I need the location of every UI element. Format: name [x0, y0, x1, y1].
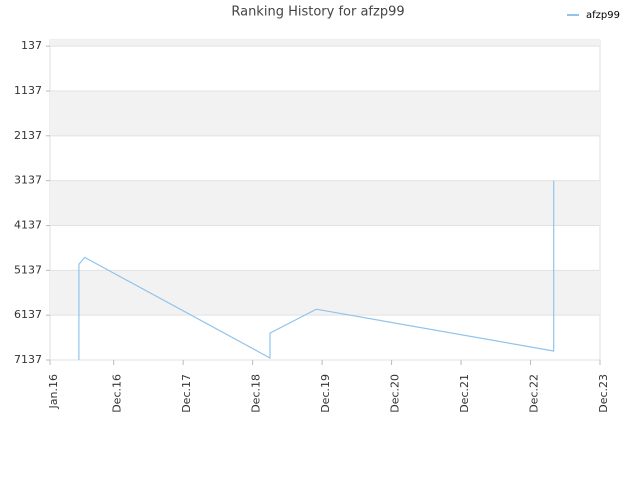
legend-label: afzp99 [586, 10, 620, 21]
x-tick-label: Jan.16 [47, 374, 60, 409]
y-tick-label: 137 [21, 39, 42, 52]
x-tick-label: Dec.16 [111, 374, 124, 413]
y-tick-label: 3137 [14, 174, 42, 187]
grid-band [50, 40, 600, 47]
x-tick-label: Dec.22 [528, 374, 541, 413]
chart-title: Ranking History for afzp99 [231, 5, 404, 20]
x-tick-label: Dec.21 [458, 374, 471, 413]
x-tick-label: Dec.19 [319, 374, 332, 413]
grid-band [50, 90, 600, 136]
y-tick-label: 5137 [14, 263, 42, 276]
x-tick-label: Dec.17 [180, 374, 193, 413]
x-tick-label: Dec.23 [597, 374, 610, 413]
y-tick-label: 7137 [14, 353, 42, 366]
line [78, 180, 555, 360]
x-tick-label: Dec.18 [250, 374, 263, 413]
y-tick-label: 4137 [14, 218, 42, 231]
y-tick-label: 2137 [14, 129, 42, 142]
x-tick-label: Dec.20 [389, 374, 402, 413]
y-tick-label: 1137 [14, 84, 42, 97]
grid-band [50, 270, 600, 316]
y-tick-label: 6137 [14, 308, 42, 321]
grid-band [50, 180, 600, 226]
